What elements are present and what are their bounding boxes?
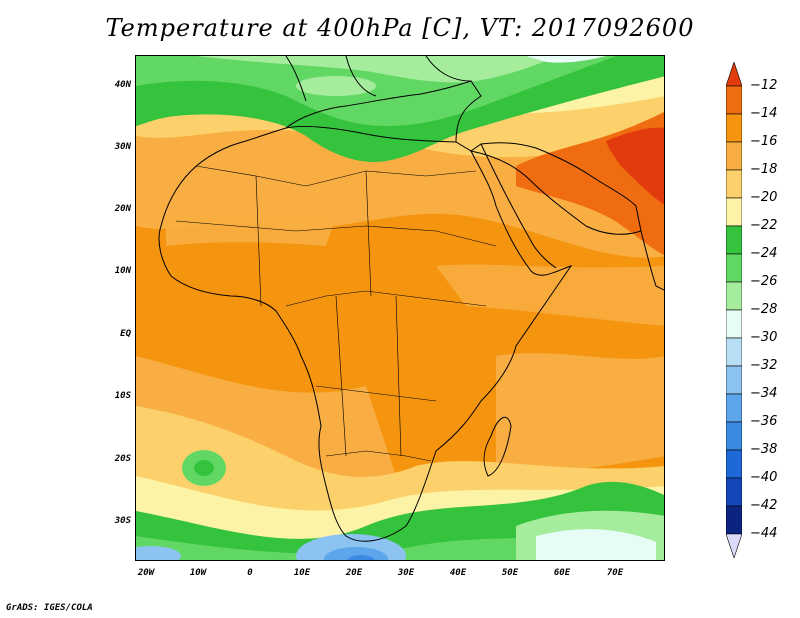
colorbar-segment <box>726 141 742 171</box>
warm-band-south-2 <box>496 353 664 471</box>
colorbar-tick-label: −14 <box>750 106 778 121</box>
map-title: Temperature at 400hPa [C], VT: 201709260… <box>105 14 695 42</box>
colorbar-tick-label: −28 <box>750 302 778 317</box>
border-vertical-3 <box>395 295 402 457</box>
border-north-africa <box>195 165 477 187</box>
colorbar-segment <box>726 421 742 451</box>
colorbar-tick-label: −42 <box>750 498 778 513</box>
border-sahel <box>175 220 497 247</box>
coastlines <box>158 56 664 542</box>
lon-label-10w: 10W <box>189 568 207 578</box>
colorbar-tick-label: −18 <box>750 162 778 177</box>
cold-core-south-inner <box>324 547 388 560</box>
colorbar-tick-label: −40 <box>750 470 778 485</box>
colorbar-segment <box>726 365 742 395</box>
border-central <box>285 290 487 307</box>
colorbar-tick-label: −12 <box>750 78 778 93</box>
colorbar-tick-label: −44 <box>750 526 778 541</box>
colorbar-tick-label: −16 <box>750 134 778 149</box>
lat-label-30n: 30N <box>114 142 131 152</box>
madagascar-coastline <box>483 416 512 477</box>
lat-label-eq: EQ <box>120 329 131 339</box>
warm-12-asia <box>606 127 664 205</box>
border-vertical-2 <box>365 170 372 297</box>
colorbar-tick-label: −26 <box>750 274 778 289</box>
colorbar-segment <box>726 253 742 283</box>
colorbar-segment <box>726 113 742 143</box>
lon-label-0: 0 <box>247 568 253 578</box>
colorbar-segment <box>726 225 742 255</box>
mediterranean-coastline <box>285 80 482 143</box>
lon-label-50e: 50E <box>501 568 519 578</box>
colorbar-segment <box>726 505 742 535</box>
lon-label-20w: 20W <box>137 568 155 578</box>
colorbar-segment <box>726 281 742 311</box>
colorbar-segment <box>726 197 742 227</box>
country-borders <box>175 165 497 462</box>
cold-core-south-west <box>136 546 181 560</box>
med-cool-patch <box>296 76 376 96</box>
colorbar-segment <box>726 169 742 199</box>
temperature-map <box>135 55 665 561</box>
band-28-north <box>196 56 556 83</box>
colorbar-segment <box>726 309 742 339</box>
colorbar-segment <box>726 85 742 115</box>
colorbar-tick-label: −30 <box>750 330 778 345</box>
lat-label-40n: 40N <box>114 80 131 90</box>
lat-label-20s: 20S <box>114 454 131 464</box>
colorbar-segment <box>726 337 742 367</box>
colorbar-tick-label: −24 <box>750 246 778 261</box>
colorbar-tick-label: −22 <box>750 218 778 233</box>
lat-label-30s: 30S <box>114 516 131 526</box>
colorbar-segment <box>726 533 742 558</box>
lon-label-10e: 10E <box>293 568 311 578</box>
footer-credit: GrADS: IGES/COLA <box>6 603 93 613</box>
lat-label-20n: 20N <box>114 204 131 214</box>
atlantic-cool-patch-inner <box>194 460 214 476</box>
band-30-south <box>536 529 656 560</box>
lon-label-70e: 70E <box>606 568 624 578</box>
lon-label-20e: 20E <box>345 568 363 578</box>
colorbar-tick-label: −32 <box>750 358 778 373</box>
lon-label-60e: 60E <box>553 568 571 578</box>
colorbar-tick-label: −38 <box>750 442 778 457</box>
border-vertical-1 <box>255 175 262 307</box>
colorbar-tick-label: −20 <box>750 190 778 205</box>
colorbar-segment <box>726 393 742 423</box>
lon-label-40e: 40E <box>449 568 467 578</box>
colorbar-tick-label: −34 <box>750 386 778 401</box>
colorbar <box>726 62 742 558</box>
colorbar-segment <box>726 62 742 87</box>
lon-label-30e: 30E <box>397 568 415 578</box>
colorbar-segment <box>726 477 742 507</box>
europe-coastline <box>285 56 472 102</box>
colorbar-segment <box>726 449 742 479</box>
cold-core-south-innermost <box>347 555 375 560</box>
africa-coastline <box>158 125 573 542</box>
red-sea <box>480 143 557 269</box>
border-south-central <box>315 385 437 402</box>
strip-16-east <box>436 264 664 326</box>
india-coastline <box>640 230 664 291</box>
border-vertical-4 <box>335 295 347 457</box>
band-30-north <box>526 56 606 63</box>
lat-label-10n: 10N <box>114 266 131 276</box>
lat-label-10s: 10S <box>114 391 131 401</box>
colorbar-tick-label: −36 <box>750 414 778 429</box>
